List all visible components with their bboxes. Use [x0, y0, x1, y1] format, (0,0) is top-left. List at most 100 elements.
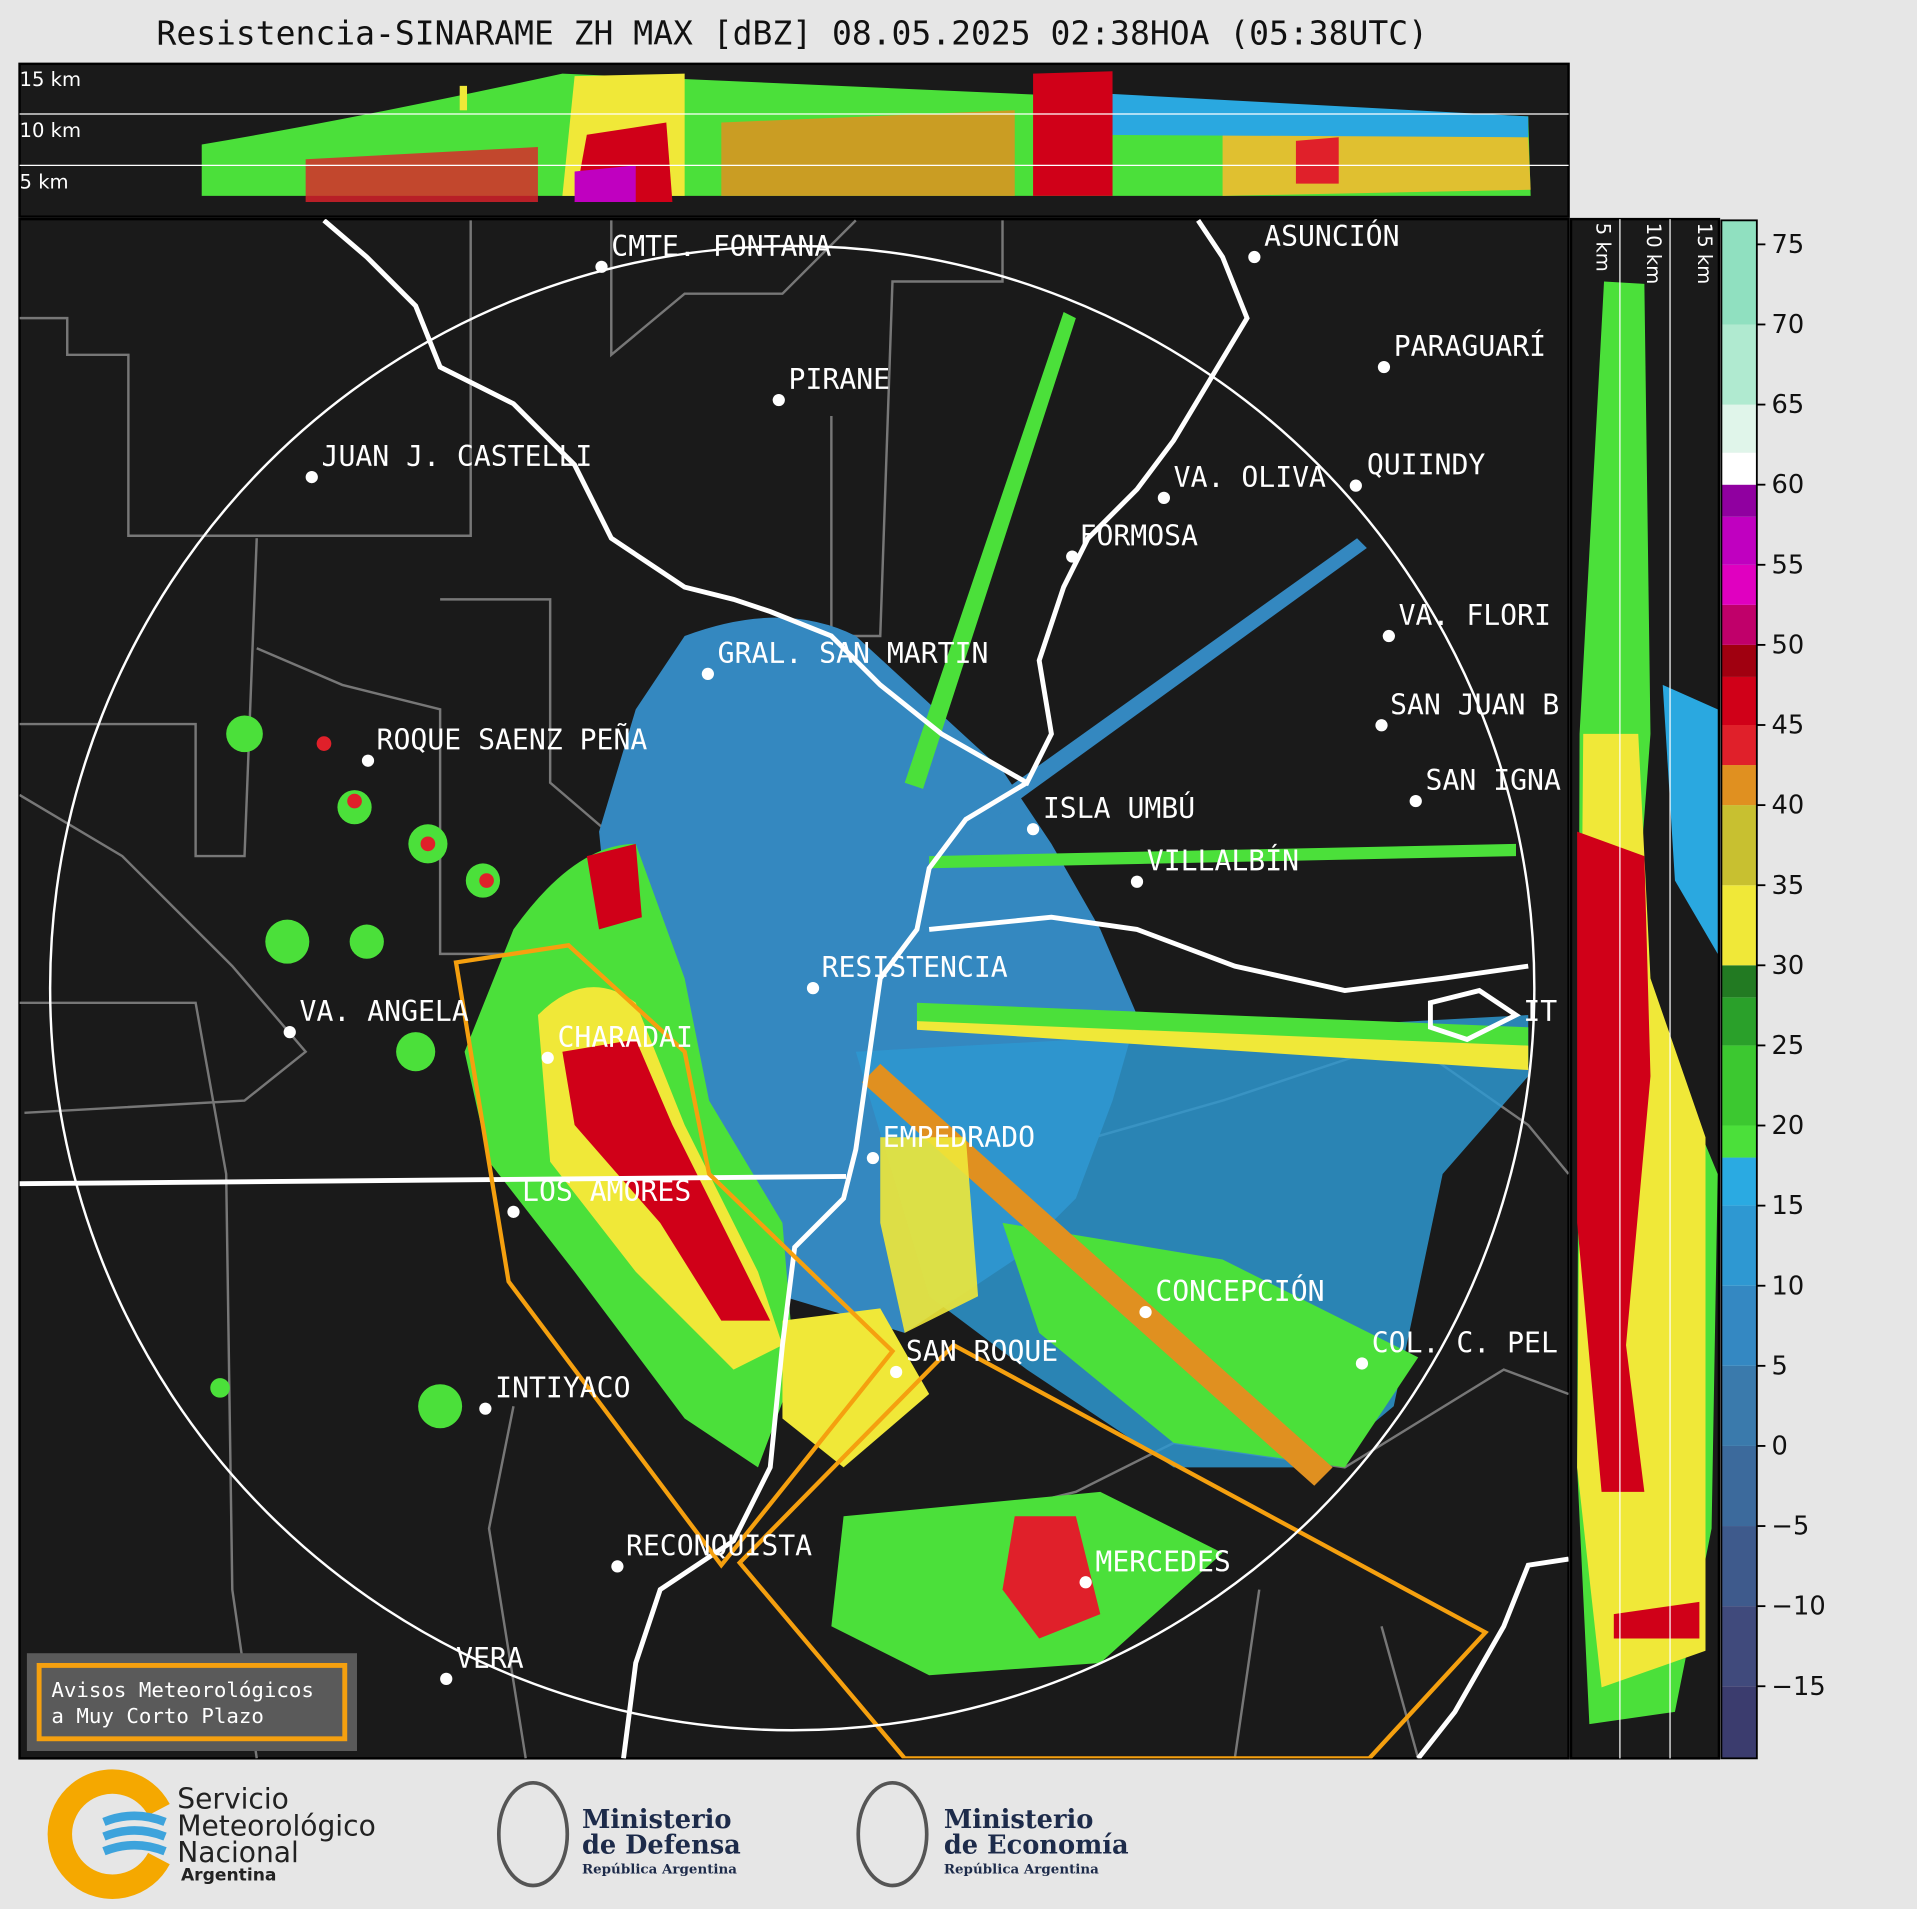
- colorbar-tick-label: 25: [1772, 1031, 1805, 1061]
- logo-economia: Ministerio de Economía República Argenti…: [856, 1780, 1129, 1888]
- city-label: VILLALBÍN: [1147, 844, 1299, 878]
- city-dot: [1026, 823, 1040, 836]
- logo-text: Nacional: [177, 1836, 299, 1869]
- city-label: SAN IGNA: [1426, 764, 1561, 797]
- city-dot: [541, 1051, 554, 1064]
- city-label: CONCEPCIÓN: [1155, 1274, 1324, 1308]
- logo-text: de Defensa: [582, 1831, 741, 1861]
- city-dot: [1139, 1305, 1152, 1319]
- city-dot: [1079, 1576, 1092, 1589]
- city-label: RESISTENCIA: [822, 951, 1008, 984]
- city-dot: [611, 1560, 624, 1573]
- city-dot: [305, 470, 318, 484]
- city-label: JUAN J. CASTELLI: [322, 440, 593, 473]
- city-label: GRAL. SAN MARTIN: [718, 637, 989, 670]
- city-dot: [1355, 1357, 1369, 1370]
- city-dot: [701, 667, 714, 681]
- colorbar-band: [1721, 604, 1757, 645]
- city-label: EMPEDRADO: [883, 1121, 1035, 1154]
- colorbar-band: [1721, 1606, 1757, 1687]
- colorbar-band: [1721, 404, 1757, 453]
- city-label: CHARADAI: [557, 1021, 692, 1054]
- city-dot: [507, 1205, 520, 1218]
- colorbar-frame: [1720, 219, 1758, 1760]
- colorbar-band: [1721, 220, 1757, 325]
- city-label: ASUNCIÓN: [1264, 219, 1399, 253]
- city-label: VA. OLIVA: [1174, 461, 1326, 494]
- height-label: 5 km: [1592, 223, 1615, 272]
- colorbar-band: [1721, 1526, 1757, 1607]
- city-dot: [1382, 629, 1395, 643]
- colorbar-band: [1721, 1365, 1757, 1446]
- logo-text: República Argentina: [944, 1861, 1099, 1877]
- height-label: 10 km: [20, 119, 81, 142]
- range-ring: [48, 244, 1536, 1732]
- province-line: [19, 1173, 847, 1187]
- colorbar-band: [1721, 805, 1757, 886]
- city-label: ROQUE SAENZ PEÑA: [377, 723, 648, 757]
- city-dot: [866, 1151, 880, 1165]
- city-dot: [479, 1402, 492, 1415]
- logo-defensa: Ministerio de Defensa República Argentin…: [496, 1780, 741, 1888]
- colorbar-band: [1721, 676, 1757, 725]
- logo-text: de Economía: [944, 1831, 1129, 1861]
- colorbar-tick-label: 5: [1772, 1351, 1788, 1381]
- logo-text: Ministerio: [582, 1805, 732, 1835]
- city-dot: [283, 1026, 296, 1039]
- colorbar-tick-label: 45: [1772, 711, 1805, 741]
- logo-text: República Argentina: [582, 1861, 737, 1877]
- colorbar-tick-label: −15: [1772, 1672, 1826, 1702]
- city-label: IT: [1523, 995, 1557, 1028]
- colorbar-band: [1721, 965, 1757, 998]
- city-dot: [1130, 875, 1144, 888]
- city-dot: [1157, 491, 1171, 504]
- logo-text: Ministerio: [944, 1805, 1094, 1835]
- height-label: 15 km: [1693, 223, 1716, 284]
- city-dot: [890, 1365, 903, 1379]
- colorbar-tick-label: 10: [1772, 1271, 1805, 1301]
- colorbar-band: [1721, 644, 1757, 677]
- city-label: RECONQUISTA: [626, 1529, 812, 1562]
- colorbar-tick-label: 55: [1772, 550, 1805, 580]
- colorbar-band: [1721, 564, 1757, 605]
- colorbar-tick-label: 15: [1772, 1191, 1805, 1221]
- city-label: INTIYACO: [495, 1372, 630, 1405]
- colorbar-band: [1721, 765, 1757, 806]
- colorbar-band: [1721, 324, 1757, 405]
- city-label: MERCEDES: [1095, 1545, 1230, 1578]
- city-label: LOS AMORES: [522, 1175, 691, 1208]
- colorbar-tick-label: 0: [1772, 1431, 1788, 1461]
- colorbar-band: [1721, 1686, 1757, 1759]
- colorbar-tick-label: −10: [1772, 1592, 1826, 1622]
- city-dot: [361, 754, 375, 767]
- city-label: QUIINDY: [1367, 449, 1486, 482]
- logo-text: Servicio: [177, 1782, 289, 1815]
- rivers: [322, 219, 1569, 1759]
- city-label: VA. ANGELA: [300, 995, 469, 1028]
- warning-box: [26, 1653, 357, 1752]
- city-label: ISLA UMBÚ: [1043, 791, 1195, 825]
- colorbar-band: [1721, 1125, 1757, 1158]
- colorbar-tick-label: 65: [1772, 390, 1805, 420]
- height-label: 15 km: [20, 68, 81, 91]
- colorbar-band: [1721, 484, 1757, 517]
- side-echo: [1577, 281, 1718, 1725]
- logo-text: Argentina: [181, 1866, 276, 1886]
- colorbar-tick-label: 35: [1772, 871, 1805, 901]
- city-dot: [1377, 360, 1391, 374]
- logo-text: Meteorológico: [177, 1809, 376, 1842]
- city-layer: CMTE. FONTANA PIRANE JUAN J. CASTELLI ASUNC…: [283, 219, 1561, 1685]
- height-label: 5 km: [20, 171, 69, 194]
- warning-box-border: [36, 1662, 348, 1742]
- city-label: PIRANE: [789, 363, 891, 396]
- city-dot: [1349, 479, 1362, 492]
- colorbar-band: [1721, 885, 1757, 966]
- city-dot: [440, 1672, 453, 1685]
- colorbar-tick-label: 70: [1772, 310, 1805, 340]
- city-dot: [772, 393, 785, 407]
- colorbar-tick-label: 40: [1772, 791, 1805, 821]
- colorbar-tick-label: 50: [1772, 630, 1805, 660]
- colorbar-tick-label: 20: [1772, 1111, 1805, 1141]
- city-label: VERA: [456, 1642, 524, 1675]
